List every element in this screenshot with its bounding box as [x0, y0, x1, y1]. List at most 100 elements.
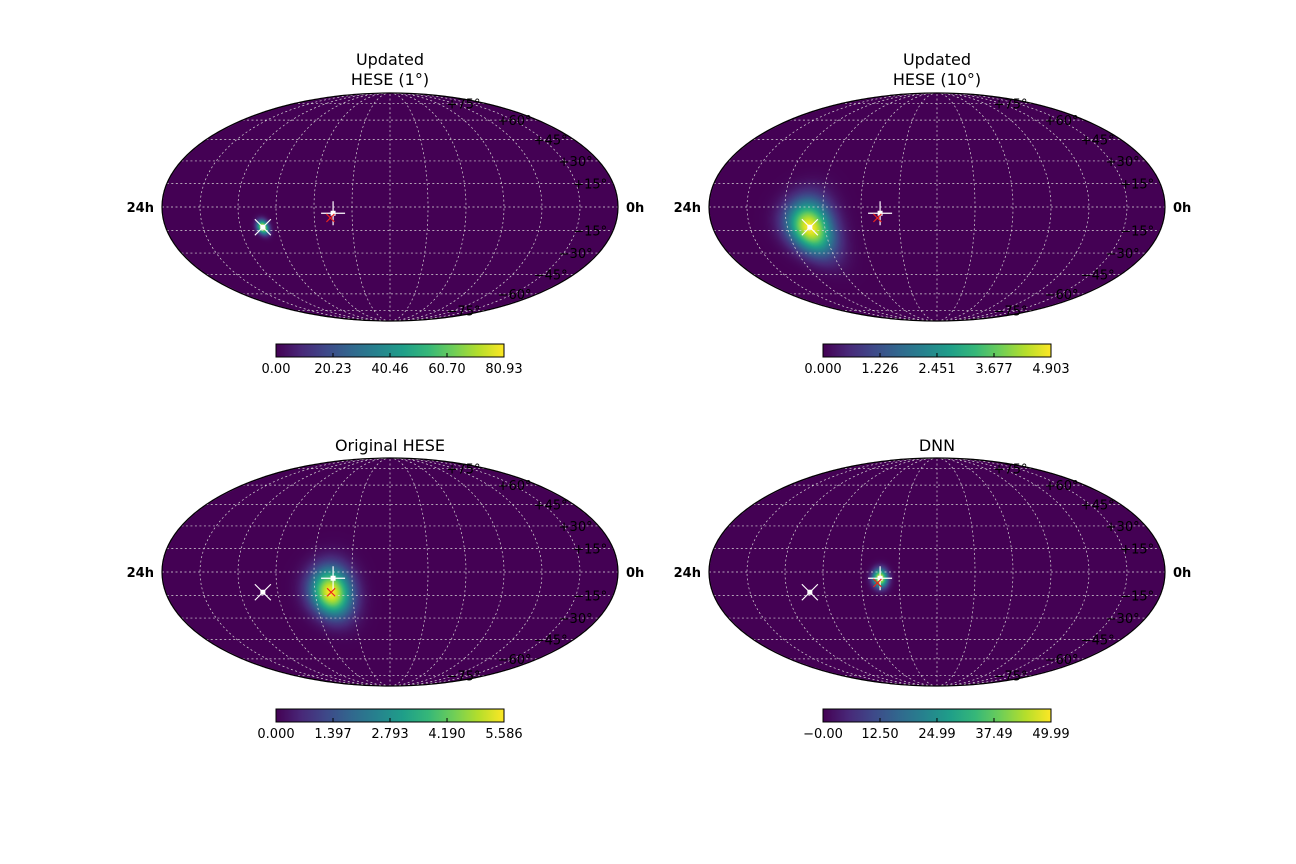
colorbar-tick-label: 4.190: [428, 727, 465, 742]
ra-label-right: 0h: [1173, 201, 1191, 216]
map-outline: [161, 457, 619, 687]
ra-label-right: 0h: [626, 566, 644, 581]
colorbar-tick-label: 24.99: [918, 727, 955, 742]
declination-label: −45°: [534, 634, 568, 649]
panel-title-line: HESE (1°): [351, 70, 429, 89]
true-direction-cross-marker: [326, 213, 335, 223]
meridian-gridline: [389, 457, 543, 687]
ra-label-right: 0h: [626, 201, 644, 216]
meridian-gridline: [389, 92, 467, 322]
colorbar-tick-label: 80.93: [485, 362, 522, 377]
panel-title-line: HESE (10°): [893, 70, 981, 89]
colorbar-tick-label: 0.000: [804, 362, 841, 377]
colorbar-tick-label: −0.00: [803, 727, 843, 742]
declination-label: +60°: [1045, 114, 1079, 129]
meridian-gridline: [746, 92, 938, 322]
declination-label: −75°: [994, 304, 1028, 319]
reconstructed-direction-plus-marker: [321, 566, 346, 591]
declination-label: +30°: [1106, 520, 1140, 535]
panel-title-line: Updated: [903, 50, 971, 69]
map-outline: [708, 457, 1166, 687]
declination-label: −75°: [447, 304, 481, 319]
updated-direction-star-marker: [801, 583, 819, 601]
declination-label: −45°: [534, 269, 568, 284]
panel-title-line: DNN: [919, 436, 955, 455]
declination-label: +60°: [498, 114, 532, 129]
declination-label: +60°: [1045, 479, 1079, 494]
colorbar-tick-label: 60.70: [428, 362, 465, 377]
declination-label: −75°: [994, 669, 1028, 684]
meridian-gridline: [313, 92, 391, 322]
declination-label: +75°: [447, 98, 481, 113]
updated-direction-star-marker: [801, 218, 819, 236]
colorbar-tick-label: 0.00: [262, 362, 291, 377]
meridian-gridline: [199, 92, 391, 322]
declination-label: −60°: [498, 653, 532, 668]
colorbar-tick-label: 0.000: [257, 727, 294, 742]
ra-label-left: 24h: [127, 201, 154, 216]
panel-title-line: Updated: [356, 50, 424, 69]
colorbar-tick-label: 3.677: [975, 362, 1012, 377]
panel-title-line: Original HESE: [335, 436, 445, 455]
meridian-gridline: [746, 457, 938, 687]
declination-label: +30°: [559, 520, 593, 535]
declination-label: −45°: [1081, 634, 1115, 649]
declination-label: +75°: [994, 463, 1028, 478]
colorbar-tick-label: 5.586: [485, 727, 522, 742]
meridian-gridline: [389, 92, 543, 322]
declination-label: −30°: [1106, 247, 1140, 262]
skymap-panel-3: Original HESE+75° +60°+45° +30° +15° −15° −30…: [127, 436, 645, 742]
updated-direction-star-marker: [254, 583, 272, 601]
declination-label: +45°: [534, 134, 568, 149]
meridian-gridline: [784, 457, 938, 687]
ra-label-left: 24h: [127, 566, 154, 581]
meridian-gridline: [860, 92, 938, 322]
declination-label: −60°: [498, 288, 532, 303]
declination-label: −30°: [1106, 612, 1140, 627]
declination-label: −45°: [1081, 269, 1115, 284]
declination-label: −15°: [573, 589, 607, 604]
updated-direction-star-marker: [254, 218, 272, 236]
colorbar-tick-label: 20.23: [314, 362, 351, 377]
declination-label: −60°: [1045, 653, 1079, 668]
colorbar-tick-label: 37.49: [975, 727, 1012, 742]
meridian-gridline: [936, 457, 1090, 687]
map-outline: [161, 92, 619, 322]
meridian-gridline: [199, 457, 391, 687]
declination-label: +30°: [559, 155, 593, 170]
colorbar-tick-label: 1.397: [314, 727, 351, 742]
declination-label: +45°: [1081, 134, 1115, 149]
declination-label: +15°: [573, 178, 607, 193]
skymap-panel-4: DNN +75° +60°+45° +30° +15° −15° −30° −45°−60° −…: [674, 436, 1192, 742]
declination-label: −15°: [1120, 224, 1154, 239]
meridian-gridline: [237, 457, 391, 687]
colorbar-tick-label: 1.226: [861, 362, 898, 377]
declination-label: −60°: [1045, 288, 1079, 303]
declination-label: −75°: [447, 669, 481, 684]
declination-label: −15°: [1120, 589, 1154, 604]
declination-label: +15°: [1120, 543, 1154, 558]
declination-label: +45°: [534, 499, 568, 514]
ra-label-left: 24h: [674, 566, 701, 581]
colorbar-tick-label: 49.99: [1032, 727, 1069, 742]
declination-label: +75°: [447, 463, 481, 478]
ra-label-left: 24h: [674, 201, 701, 216]
colorbar-tick-label: 12.50: [861, 727, 898, 742]
meridian-gridline: [313, 457, 391, 687]
declination-label: +15°: [573, 543, 607, 558]
colorbar-tick-label: 2.793: [371, 727, 408, 742]
meridian-gridline: [936, 457, 1014, 687]
meridian-gridline: [389, 457, 467, 687]
colorbar-tick-label: 2.451: [918, 362, 955, 377]
true-direction-cross-marker: [873, 213, 882, 223]
colorbar-tick-label: 40.46: [371, 362, 408, 377]
meridian-gridline: [936, 92, 1014, 322]
true-direction-cross-marker: [873, 578, 882, 588]
meridian-gridline: [860, 457, 938, 687]
meridian-gridline: [237, 92, 391, 322]
declination-label: +60°: [498, 479, 532, 494]
declination-label: +45°: [1081, 499, 1115, 514]
